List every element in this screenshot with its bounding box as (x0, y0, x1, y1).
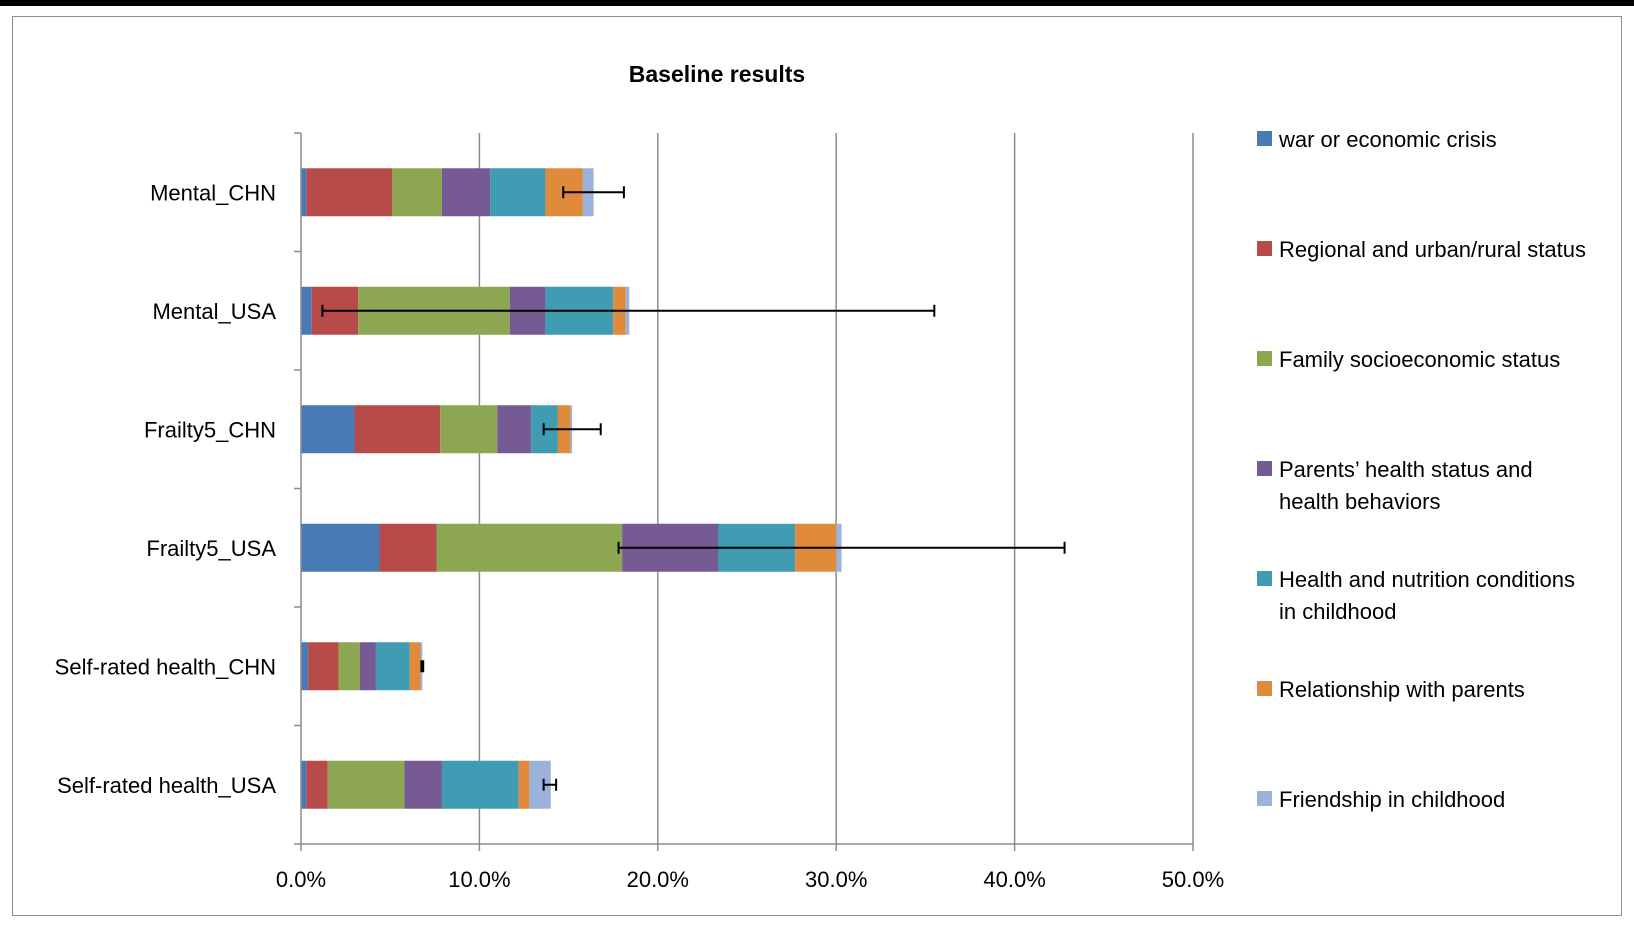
bar-segment (306, 168, 392, 217)
chart-frame (12, 16, 1622, 916)
legend-swatch (1257, 681, 1272, 696)
category-label: Self-rated health_USA (57, 773, 276, 798)
category-label: Mental_USA (152, 299, 276, 324)
bar-segment (301, 523, 380, 572)
bar-segment (327, 760, 405, 809)
bar-segment (409, 642, 421, 691)
legend-label: Relationship with parents (1279, 677, 1525, 702)
legend-label-line: Regional and urban/rural status (1279, 237, 1586, 262)
stacked-bars (301, 168, 842, 809)
bar-segment (441, 168, 491, 217)
legend-label: Health and nutrition conditions in childh… (1279, 567, 1575, 624)
bar-segment (379, 523, 437, 572)
legend-label-line: health behaviors (1279, 489, 1440, 514)
category-label: Mental_CHN (150, 180, 276, 205)
bar-segment (338, 642, 360, 691)
legend-label-line: Health and nutrition conditions (1279, 567, 1575, 592)
error-bars (321, 186, 1066, 791)
bar-segment (440, 405, 498, 454)
bar-segment (301, 760, 307, 809)
legend-label: Parents’ health status and health behavio… (1279, 457, 1533, 514)
legend-label-line: war or economic crisis (1278, 127, 1497, 152)
legend-swatch (1257, 571, 1272, 586)
legend-swatch (1257, 461, 1272, 476)
bar-segment (518, 760, 530, 809)
bar-segment (375, 642, 410, 691)
legend-swatch (1257, 791, 1272, 806)
bar-segment (359, 642, 376, 691)
legend-label: Family socioeconomic status (1279, 347, 1560, 372)
x-tick-label: 10.0% (448, 867, 510, 892)
category-label: Frailty5_CHN (144, 417, 276, 442)
legend-swatch (1257, 131, 1272, 146)
legend-swatch (1257, 241, 1272, 256)
bar-segment (529, 760, 551, 809)
bar-segment (301, 286, 312, 335)
bar-segment (497, 405, 532, 454)
legend-label-line: Parents’ health status and (1279, 457, 1533, 482)
x-tick-label: 30.0% (805, 867, 867, 892)
legend: war or economic crisis Regional and urban… (1257, 127, 1586, 812)
x-tick-label: 50.0% (1162, 867, 1224, 892)
legend-label-line: Relationship with parents (1279, 677, 1525, 702)
cropped-caption-strip (0, 0, 1634, 6)
legend-label-line: Friendship in childhood (1279, 787, 1505, 812)
bar-segment (391, 168, 442, 217)
gridlines (478, 133, 1194, 844)
legend-label: war or economic crisis (1278, 127, 1497, 152)
bar-segment (436, 523, 623, 572)
x-tick-label: 0.0% (276, 867, 326, 892)
category-label: Frailty5_USA (146, 536, 276, 561)
x-tick-label: 20.0% (627, 867, 689, 892)
legend-label-line: Family socioeconomic status (1279, 347, 1560, 372)
bar-segment (301, 642, 309, 691)
bar-segment (490, 168, 546, 217)
legend-label: Friendship in childhood (1279, 787, 1505, 812)
bar-segment (441, 760, 519, 809)
axes: 0.0% 10.0% 20.0% 30.0% 40.0% 50.0% Mental_CHN M… (55, 132, 1224, 892)
bar-segment (301, 405, 355, 454)
legend-label: Regional and urban/rural status (1279, 237, 1586, 262)
legend-label-line: in childhood (1279, 599, 1396, 624)
legend-swatch (1257, 351, 1272, 366)
chart-title: Baseline results (629, 61, 805, 87)
bar-segment (354, 405, 441, 454)
bar-segment (404, 760, 442, 809)
category-label: Self-rated health_CHN (55, 654, 276, 679)
x-tick-label: 40.0% (983, 867, 1045, 892)
bar-segment (301, 168, 307, 217)
bar-segment (308, 642, 339, 691)
bar-segment (306, 760, 328, 809)
